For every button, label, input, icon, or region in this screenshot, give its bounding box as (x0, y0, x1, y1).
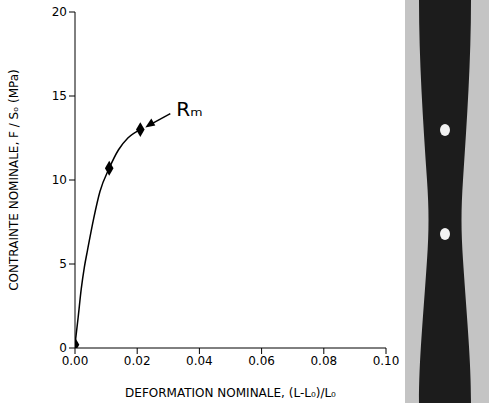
svg-text:0.10: 0.10 (373, 354, 400, 368)
svg-text:10: 10 (52, 173, 67, 187)
svg-text:Rₘ: Rₘ (176, 97, 202, 121)
svg-text:0.00: 0.00 (62, 354, 89, 368)
svg-text:0: 0 (59, 341, 67, 355)
svg-text:DEFORMATION NOMINALE, (L-L₀)/L: DEFORMATION NOMINALE, (L-L₀)/L₀ (125, 386, 336, 400)
svg-text:0.08: 0.08 (310, 354, 337, 368)
svg-text:15: 15 (52, 89, 67, 103)
svg-text:0.02: 0.02 (124, 354, 151, 368)
svg-text:CONTRAINTE NOMINALE, F / Sₒ (M: CONTRAINTE NOMINALE, F / Sₒ (MPa) (7, 69, 21, 291)
svg-text:5: 5 (59, 257, 67, 271)
svg-text:0.04: 0.04 (186, 354, 213, 368)
svg-text:20: 20 (52, 5, 67, 19)
svg-text:0.06: 0.06 (248, 354, 275, 368)
